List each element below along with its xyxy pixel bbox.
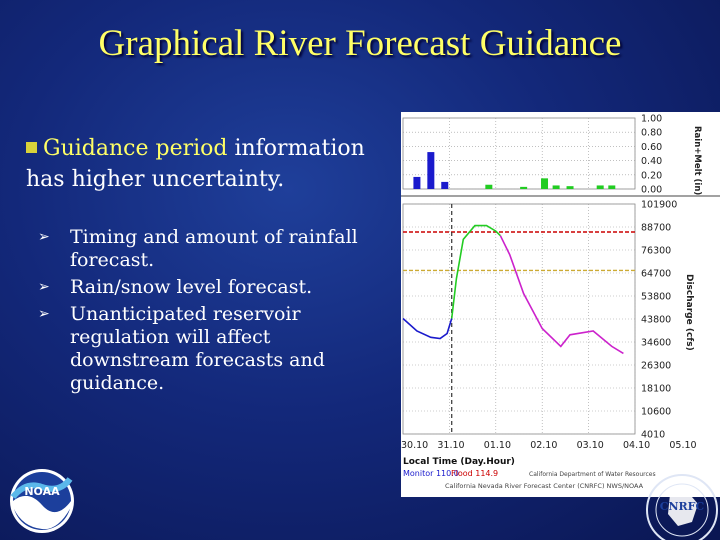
flow-y-tick-label: 34600 [641, 338, 671, 349]
flow-y-tick-label: 26300 [641, 361, 671, 372]
arrow-bullet-icon: ➢ [38, 306, 50, 322]
rain-y-tick-label: 0.00 [641, 185, 662, 196]
x-tick-label: 02.10 [530, 440, 557, 451]
legend-flood: Flood 114.9 [451, 469, 498, 478]
x-tick-label: 01.10 [484, 440, 511, 451]
x-axis-label: Local Time (Day.Hour) [403, 457, 515, 467]
noaa-logo: NOAA [10, 469, 74, 533]
bullet-text: information has higher uncertainty. [26, 136, 365, 192]
flow-y-tick-label: 4010 [641, 430, 665, 441]
x-tick-label: 05.10 [669, 440, 696, 451]
rain-y-tick-label: 1.00 [641, 114, 662, 125]
sub-bullet: ➢ Timing and amount of rainfall forecast. [38, 226, 358, 272]
flow-panel-frame [402, 203, 636, 435]
arrow-bullet-icon: ➢ [38, 229, 50, 245]
rain-bar [427, 152, 435, 189]
cnrfc-seal-text: CNRFC [660, 500, 705, 513]
rain-bar [520, 186, 528, 189]
sub-bullet-text: Unanticipated reservoir regulation will … [70, 303, 325, 394]
slide-title: Graphical River Forecast Guidance [98, 23, 622, 64]
sub-bullet-list: ➢ Timing and amount of rainfall forecast.… [38, 226, 358, 399]
x-tick-label: 03.10 [577, 440, 604, 451]
rain-bar [413, 176, 421, 189]
flow-y-axis-label: Discharge (cfs) [684, 274, 694, 351]
flow-y-tick-label: 88700 [641, 223, 671, 234]
cnrfc-seal: CNRFC [646, 474, 718, 540]
x-tick-label: 04.10 [623, 440, 650, 451]
rain-bar [608, 185, 616, 189]
rain-panel-frame [402, 117, 636, 190]
flow-y-tick-label: 101900 [641, 200, 677, 211]
flow-series-line [450, 224, 501, 319]
flow-y-tick-label: 76300 [641, 246, 671, 257]
rain-y-tick-label: 0.80 [641, 128, 662, 139]
flow-series-line [402, 317, 453, 340]
sub-bullet: ➢ Rain/snow level forecast. [38, 276, 358, 299]
bullet-square-icon [26, 142, 37, 153]
rain-y-tick-label: 0.20 [641, 170, 662, 181]
x-tick-label: 30.10 [401, 440, 428, 451]
rain-y-tick-label: 0.60 [641, 142, 662, 153]
arrow-bullet-icon: ➢ [38, 279, 50, 295]
rain-bar [566, 186, 574, 189]
flow-series-line [499, 235, 624, 355]
flow-y-tick-label: 64700 [641, 269, 671, 280]
sub-bullet-text: Timing and amount of rainfall forecast. [70, 226, 358, 271]
flow-y-tick-label: 10600 [641, 407, 671, 418]
footer-line-2: California Nevada River Forecast Center … [445, 482, 644, 490]
flow-y-tick-label: 43800 [641, 315, 671, 326]
flow-y-tick-label: 53800 [641, 292, 671, 303]
rain-bar [441, 181, 449, 189]
rain-bar [552, 185, 560, 189]
sub-bullet-text: Rain/snow level forecast. [70, 276, 313, 298]
rain-bar [596, 185, 604, 189]
main-bullet: Guidance period information has higher u… [26, 133, 386, 195]
noaa-logo-text: NOAA [24, 485, 60, 498]
flow-y-tick-label: 18100 [641, 384, 671, 395]
legend-monitor: Monitor 110.0 [403, 469, 459, 478]
x-tick-label: 31.10 [437, 440, 464, 451]
river-forecast-chart: 1.00 0.80 0.60 0.40 0.20 0.00 Rain+Melt (in) 10… [401, 112, 720, 497]
rain-bar [485, 184, 493, 189]
bullet-highlight: Guidance period [43, 136, 228, 161]
rain-y-axis-label: Rain+Melt (in) [692, 126, 702, 195]
footer-line-1: California Department of Water Resources [529, 471, 656, 478]
sub-bullet: ➢ Unanticipated reservoir regulation will… [38, 303, 358, 395]
rain-bar [541, 178, 549, 189]
rain-y-tick-label: 0.40 [641, 156, 662, 167]
